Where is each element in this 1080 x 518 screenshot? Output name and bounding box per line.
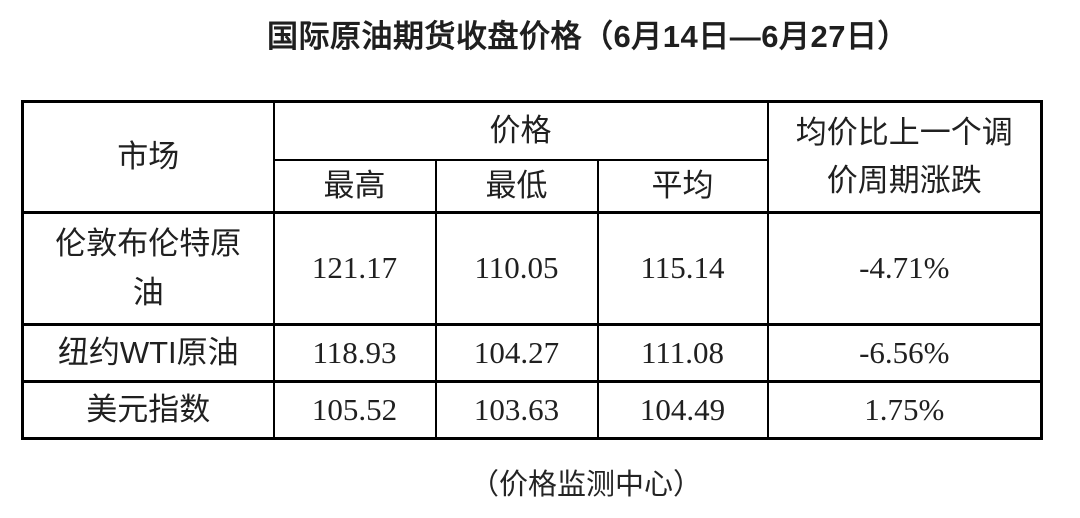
high-value: 105.52 — [272, 380, 437, 440]
page-title: 国际原油期货收盘价格（6月14日—6月27日） — [267, 19, 909, 54]
avg-value: 111.08 — [596, 323, 769, 383]
low-value: 110.05 — [434, 211, 599, 326]
table-row-wti: 纽约WTI原油 118.93 104.27 111.08 -6.56% — [21, 323, 1043, 383]
header-row-sub: 最高 最低 平均 — [23, 158, 1042, 214]
column-header-high: 最高 — [272, 158, 437, 214]
column-header-avg: 平均 — [596, 158, 769, 214]
source-note: （价格监测中心） — [469, 469, 702, 501]
oil-price-table: 市场 价格 均价比上一个调价周期涨跌 最高 最低 平均 伦敦布伦特原油 121.… — [21, 100, 1044, 440]
high-value: 121.17 — [272, 211, 437, 326]
table-row-usd-index: 美元指数 105.52 103.63 104.49 1.75% — [21, 380, 1043, 440]
header-row-top: 市场 价格 均价比上一个调价周期涨跌 — [21, 100, 1043, 214]
high-value: 118.93 — [272, 323, 437, 383]
market-name: 美元指数 — [21, 380, 275, 440]
avg-value: 115.14 — [596, 211, 769, 326]
column-header-price-group: 价格 — [272, 100, 769, 161]
avg-value: 104.49 — [596, 380, 769, 440]
change-value: -6.56% — [766, 323, 1043, 383]
change-value: -4.71% — [766, 211, 1043, 326]
market-name: 伦敦布伦特原油 — [21, 211, 275, 326]
column-header-low: 最低 — [434, 158, 599, 214]
market-name: 纽约WTI原油 — [21, 323, 275, 383]
column-header-change: 均价比上一个调价周期涨跌 — [766, 100, 1043, 214]
table-row-brent: 伦敦布伦特原油 121.17 110.05 115.14 -4.71% — [21, 211, 1043, 326]
change-value: 1.75% — [766, 380, 1043, 440]
low-value: 104.27 — [434, 323, 599, 383]
low-value: 103.63 — [434, 380, 599, 440]
column-header-market: 市场 — [21, 100, 275, 214]
